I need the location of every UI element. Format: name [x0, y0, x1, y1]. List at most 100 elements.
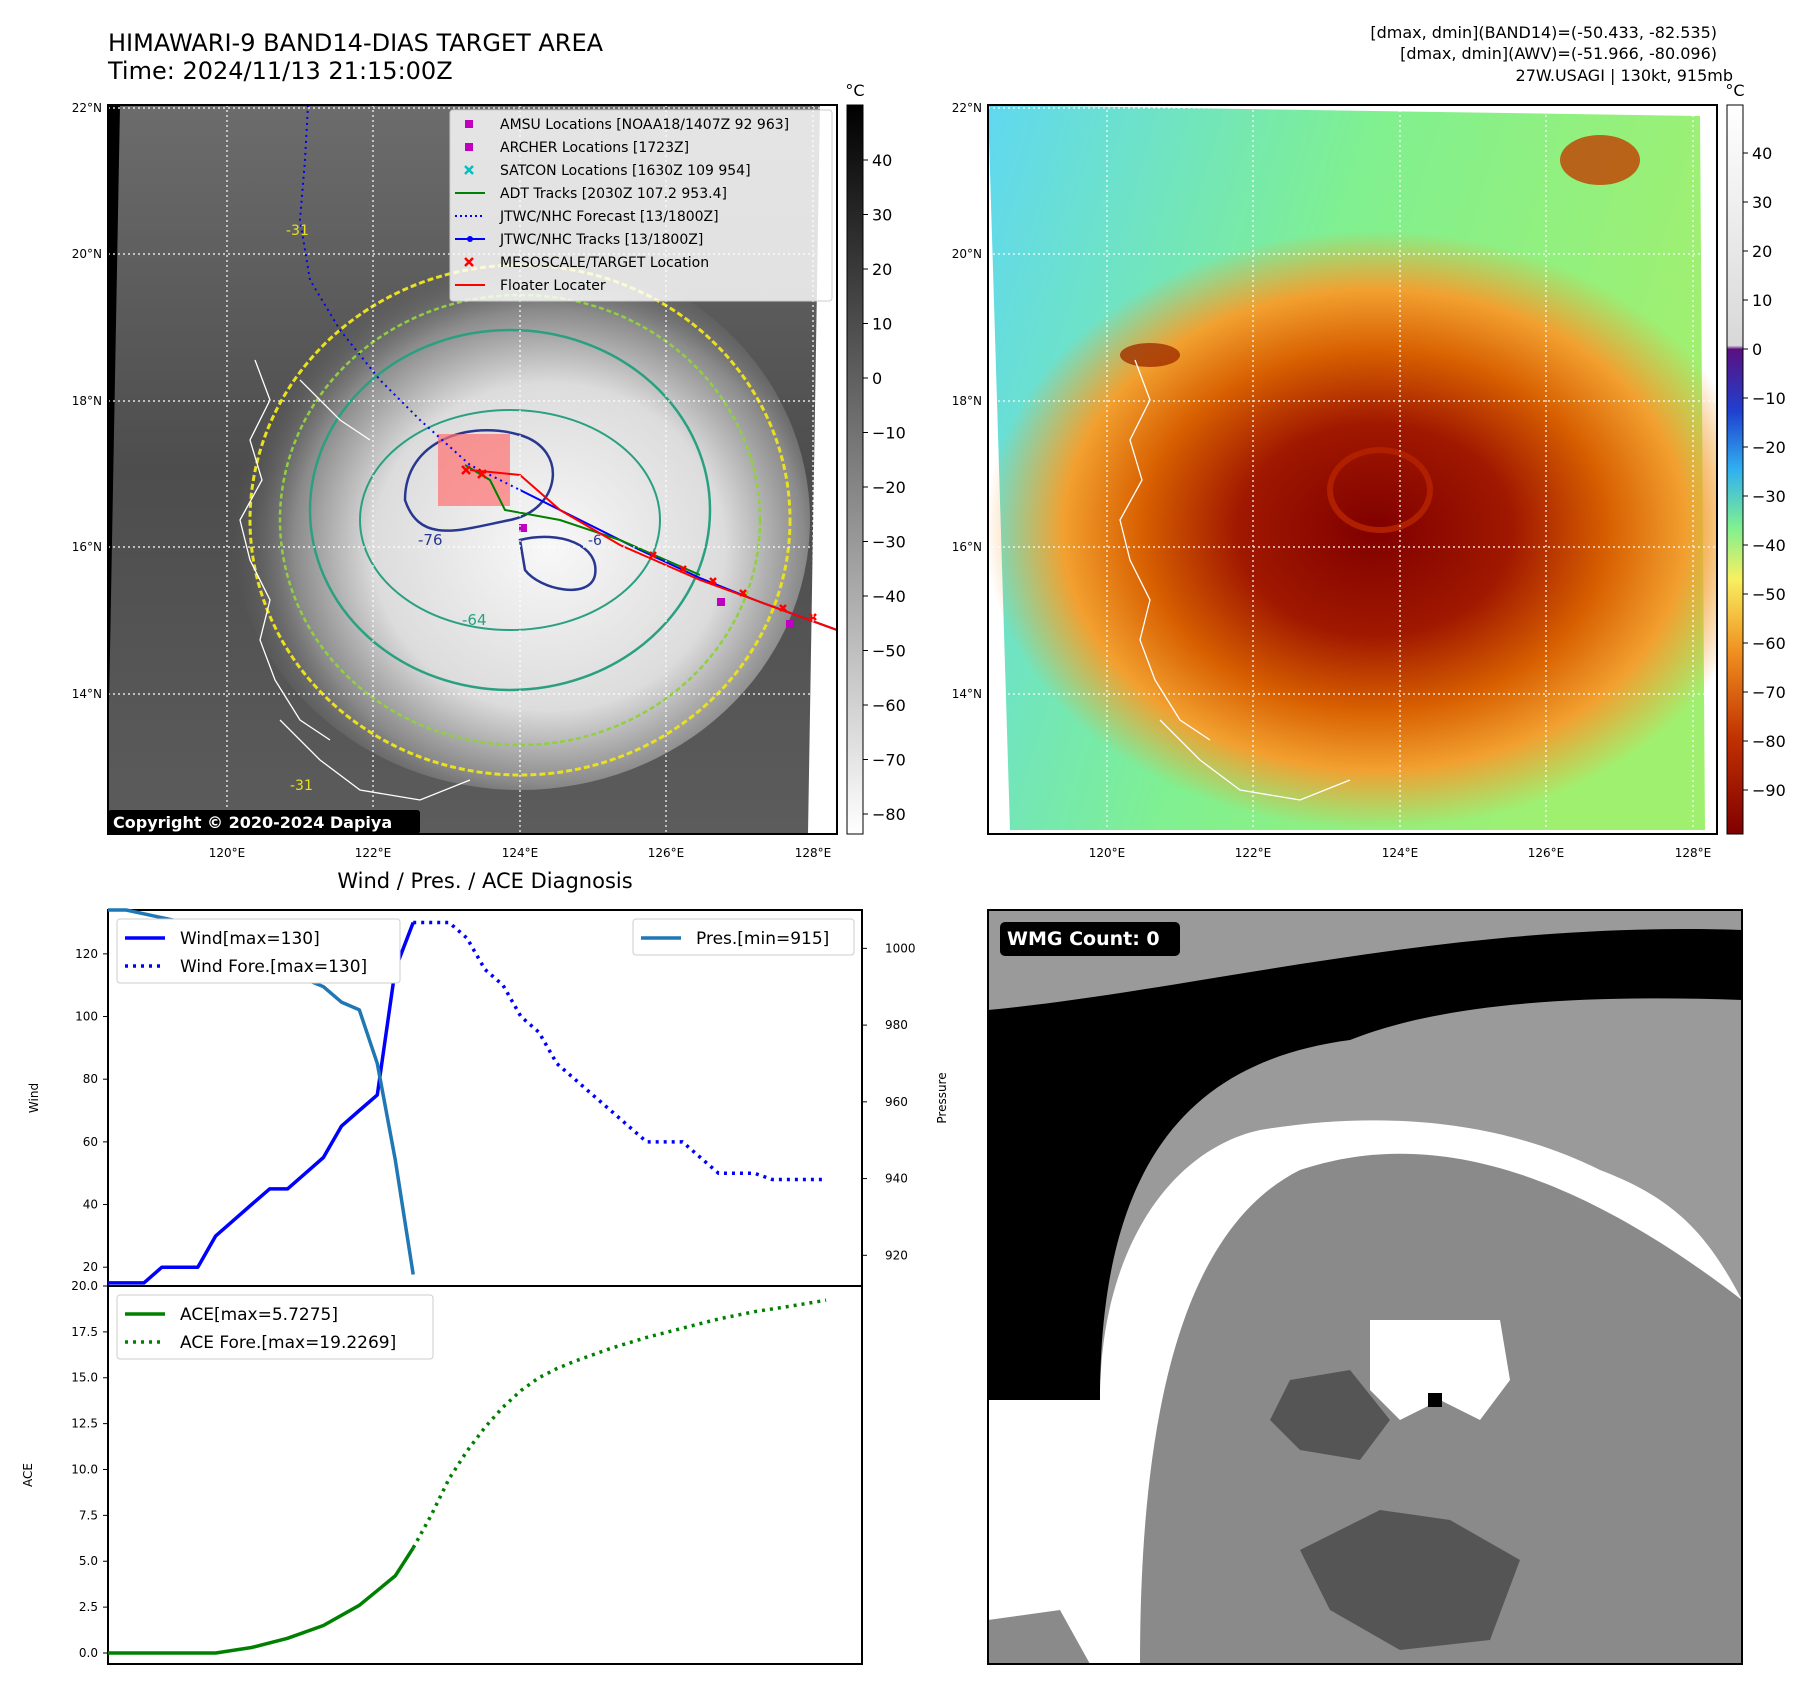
ir-cbar-tick-label: −10 — [872, 424, 906, 443]
ir-cbar-tick-label: 30 — [872, 206, 892, 225]
awv-cbar-tick-label: −90 — [1752, 781, 1786, 800]
ir-contour-label-2: -64 — [462, 611, 487, 629]
ace-yticks: 0.0 2.5 5.0 7.5 10.0 12.5 15.0 17.5 20.0 — [71, 1279, 108, 1660]
ir-cbar-tick-label: 0 — [872, 369, 882, 388]
ir-cbar-tick-label: 20 — [872, 260, 892, 279]
ace-ytick-label: 12.5 — [71, 1417, 98, 1431]
awv-cbar-tick-label: 10 — [1752, 291, 1772, 310]
awv-cbar-tick-label: −60 — [1752, 634, 1786, 653]
awv-gridlines — [988, 105, 1717, 834]
ir-forecast-track — [298, 105, 521, 491]
wind-ytick-label: 100 — [75, 1010, 98, 1024]
series-line-ace — [108, 1546, 415, 1655]
ir-cbar-tick-label: −50 — [872, 642, 906, 661]
awv-cbar-tick-label: −30 — [1752, 487, 1786, 506]
awv-lon-label: 126°E — [1528, 846, 1565, 860]
legend-pressure: Pres.[min=915] — [696, 929, 829, 949]
ir-colorbar-ticks: 40 30 20 10 0 −10 −20 −30 −40 −50 −60 −70 −80 — [863, 151, 906, 824]
wind-ytick-label: 20 — [83, 1260, 98, 1274]
ace-ytick-label: 7.5 — [79, 1508, 98, 1522]
ir-cbar-tick-label: −40 — [872, 587, 906, 606]
ace-ylabel: ACE — [21, 1463, 35, 1487]
ir-contour-label-3: -31 — [286, 223, 309, 239]
awv-cbar-tick-label: 40 — [1752, 144, 1772, 163]
awv-lat-label: 16°N — [952, 540, 982, 554]
pressure-ytick-label: 920 — [885, 1248, 908, 1262]
awv-cbar-tick-label: 30 — [1752, 193, 1772, 212]
ir-lon-label: 122°E — [355, 846, 392, 860]
awv-lat-label: 20°N — [952, 247, 982, 261]
awv-map-frame — [987, 104, 1718, 835]
wmg-black-band — [988, 929, 1742, 1400]
series-line-ace-fore- — [411, 1298, 827, 1549]
wmg-cold-cluster — [1270, 1370, 1390, 1460]
ir-amsu-marker-2 — [786, 620, 794, 628]
legend-label: SATCON Locations [1630Z 109 954] — [500, 163, 751, 179]
legend-wind: Wind[max=130] — [180, 929, 320, 949]
ir-cbar-tick-label: −70 — [872, 751, 906, 770]
ir-contour-teal-inner — [359, 409, 661, 631]
info-line-2: [dmax, dmin](AWV)=(-51.966, -80.096) — [1400, 44, 1717, 63]
legend-marker-square — [465, 120, 473, 128]
info-line-1: [dmax, dmin](BAND14)=(-50.433, -82.535) — [1370, 23, 1717, 42]
awv-lon-label: 128°E — [1675, 846, 1712, 860]
ace-ytick-label: 10.0 — [71, 1462, 98, 1476]
wind-pres-chart: 20 40 60 80 100 120 920 940 960 980 1000 Wind Pre… — [27, 908, 949, 1287]
ir-lat-label: 16°N — [72, 540, 102, 554]
legend-marker-x — [464, 257, 474, 267]
legend-label: AMSU Locations [NOAA18/1407Z 92 963] — [500, 117, 789, 133]
legend-label: ADT Tracks [2030Z 107.2 953.4] — [500, 186, 727, 202]
ir-contour-label-4: -31 — [290, 778, 313, 794]
ir-contour-navy-2 — [518, 535, 597, 591]
awv-lat-label: 18°N — [952, 394, 982, 408]
ir-axis-labels: 22°N 20°N 18°N 16°N 14°N 120°E 122°E 124°E 126°E… — [72, 101, 832, 860]
ir-copyright: Copyright © 2020-2024 Dapiya — [113, 813, 392, 832]
pressure-legend: Pres.[min=915] — [632, 918, 855, 956]
legend-label: Floater Locater — [500, 278, 606, 294]
ace-ytick-label: 20.0 — [71, 1279, 98, 1293]
awv-cbar-tick-label: −10 — [1752, 389, 1786, 408]
ir-lon-label: 120°E — [209, 846, 246, 860]
awv-cbar-tick-label: −70 — [1752, 683, 1786, 702]
wind-yticks: 20 40 60 80 100 120 — [75, 947, 108, 1274]
awv-lon-label: 122°E — [1235, 846, 1272, 860]
awv-axis-labels: 22°N 20°N 18°N 16°N 14°N 120°E 122°E 124°E 126°E… — [952, 101, 1712, 860]
legend-label: JTWC/NHC Tracks [13/1800Z] — [499, 232, 703, 248]
awv-map-panel: 22°N 20°N 18°N 16°N 14°N 120°E 122°E 124°E 126°E… — [952, 81, 1786, 860]
wmg-panel: WMG Count: 0 — [987, 909, 1743, 1665]
wind-ytick-label: 60 — [83, 1135, 98, 1149]
pressure-yticks: 920 940 960 980 1000 — [862, 941, 916, 1262]
ir-archer-marker — [519, 524, 527, 532]
wind-ytick-label: 120 — [75, 947, 98, 961]
pressure-ytick-label: 980 — [885, 1018, 908, 1032]
wmg-badge-box — [1000, 922, 1180, 956]
ir-colorbar — [846, 104, 864, 835]
awv-cbar-tick-label: −40 — [1752, 536, 1786, 555]
wmg-eye — [1370, 1320, 1510, 1420]
awv-colorbar — [1726, 104, 1744, 835]
pressure-ytick-label: 960 — [885, 1095, 908, 1109]
ace-series — [108, 1298, 827, 1655]
series-line-wind-fore- — [413, 920, 827, 1182]
awv-cbar-tick-label: −80 — [1752, 732, 1786, 751]
wmg-gray-patch — [988, 1610, 1090, 1664]
legend-label: MESOSCALE/TARGET Location — [500, 255, 709, 271]
awv-cloud-cluster-2 — [1120, 343, 1180, 367]
ir-copyright-box — [108, 810, 420, 834]
ir-lon-label: 124°E — [502, 846, 539, 860]
awv-lat-label: 22°N — [952, 101, 982, 115]
wind-legend: Wind[max=130] Wind Fore.[max=130] — [116, 918, 401, 984]
legend-ace: ACE[max=5.7275] — [180, 1305, 338, 1325]
awv-storm — [988, 230, 1717, 830]
ace-chart: 0.0 2.5 5.0 7.5 10.0 12.5 15.0 17.5 20.0 ACE ACE… — [21, 1279, 863, 1665]
legend-marker-dot — [467, 236, 473, 242]
ir-lat-label: 22°N — [72, 101, 102, 115]
ir-lat-label: 20°N — [72, 247, 102, 261]
awv-eye-ring — [1327, 447, 1433, 533]
ace-ytick-label: 17.5 — [71, 1325, 98, 1339]
ir-lat-label: 14°N — [72, 687, 102, 701]
legend-label: ARCHER Locations [1723Z] — [500, 140, 689, 156]
ir-colorbar-unit: °C — [845, 81, 864, 100]
ir-contour-label-1: -76 — [418, 531, 443, 549]
wind-ylabel: Wind — [27, 1083, 41, 1113]
